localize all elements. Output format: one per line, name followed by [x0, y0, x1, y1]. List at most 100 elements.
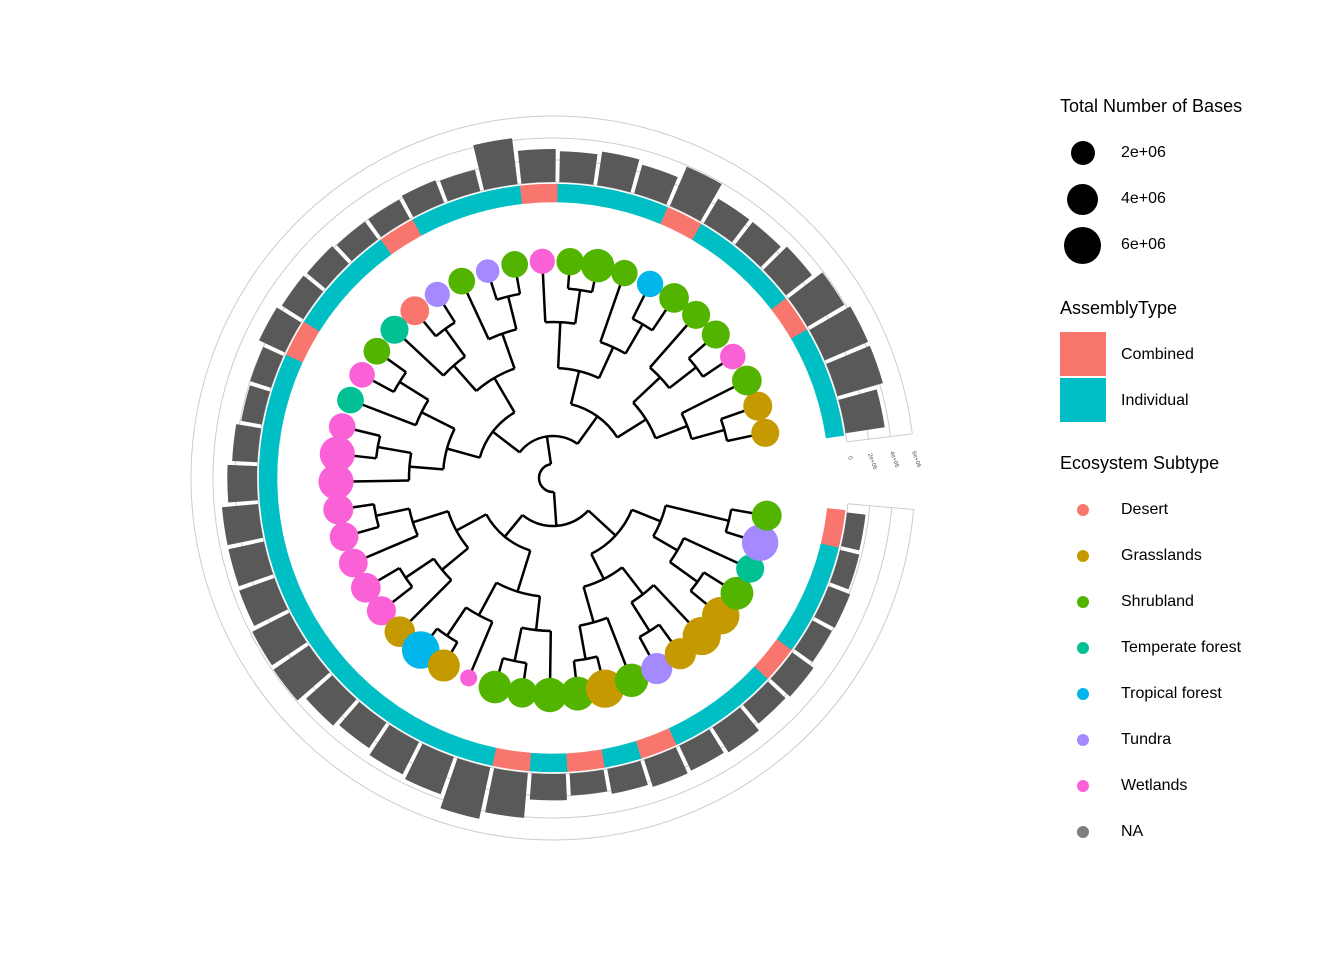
ecosystem-legend-item: NA	[1060, 809, 1300, 855]
assembly-ring-cell	[358, 685, 400, 723]
branch-edge	[444, 328, 467, 358]
ecosystem-key-label: NA	[1121, 823, 1144, 840]
assembly-ring-cell	[482, 185, 523, 211]
tip-point	[329, 522, 359, 552]
branch-edge	[409, 465, 444, 471]
assembly-ring-cell	[790, 329, 824, 371]
tip-points	[318, 247, 782, 713]
size-key-label: 2e+06	[1121, 144, 1166, 161]
size-key-label: 6e+06	[1121, 236, 1166, 253]
bases-bar	[306, 675, 357, 726]
tip-point	[318, 464, 354, 500]
bases-bar	[401, 180, 445, 218]
bases-bar	[404, 743, 454, 795]
branch-edge	[631, 293, 647, 320]
ecosystem-legend-item: Tundra	[1060, 717, 1300, 763]
tip-point	[427, 649, 460, 682]
size-key-label: 4e+06	[1121, 190, 1166, 207]
assembly-key-swatch	[1060, 332, 1106, 376]
assembly-ring-cell	[380, 219, 422, 255]
assembly-ring-cell	[626, 194, 668, 225]
tip-point	[501, 251, 529, 278]
bases-bar	[569, 769, 608, 796]
assembly-legend-item: Individual	[1060, 378, 1300, 424]
branch-edge	[631, 508, 662, 523]
tip-point	[529, 248, 555, 274]
branch-edge	[541, 269, 547, 323]
branch-edge	[630, 601, 651, 632]
assembly-ring-cell	[566, 749, 606, 772]
assembly-ring-cell	[412, 203, 454, 236]
assembly-ring-cell	[592, 186, 633, 213]
bases-bar	[368, 199, 410, 238]
bases-bar	[644, 747, 688, 787]
branch-edge	[470, 621, 494, 672]
branch-edge	[503, 514, 524, 538]
tree-branches	[331, 254, 768, 697]
branch-edge	[578, 625, 587, 660]
assembly-ring-cell	[820, 508, 846, 548]
bases-bar	[809, 306, 869, 361]
tip-point	[641, 652, 673, 685]
bases-bar	[227, 464, 258, 503]
assembly-ring-cell	[668, 711, 711, 746]
tip-point	[751, 418, 780, 447]
branch-edge	[446, 447, 481, 459]
bases-bar	[838, 389, 885, 434]
branch-arc	[518, 434, 579, 454]
tip-point	[478, 670, 512, 704]
assembly-ring-cell	[421, 724, 463, 756]
branch-edge	[402, 579, 453, 630]
assembly-ring-cell	[691, 223, 733, 260]
bases-bar	[273, 645, 330, 701]
assembly-ring-cell	[776, 608, 813, 650]
branch-edge	[352, 428, 381, 438]
branch-edge	[534, 596, 542, 631]
branch-edge	[621, 566, 644, 595]
bar-axis: 0 2e+06 4e+06 6e+06	[846, 451, 922, 472]
branch-edge	[574, 289, 582, 324]
tip-point	[323, 494, 354, 525]
ecosystem-key-dot	[1077, 734, 1089, 746]
bases-bar	[241, 385, 270, 425]
branch-arc	[537, 462, 555, 494]
ecosystem-key-dot	[1077, 780, 1089, 792]
assembly-ring-cell	[635, 728, 678, 759]
branch-edge	[507, 296, 518, 330]
branch-edge	[632, 376, 661, 404]
tip-point	[475, 259, 500, 283]
bases-bar	[440, 758, 491, 819]
bases-bar	[485, 768, 528, 818]
tip-point	[720, 576, 754, 610]
tip-point	[350, 572, 381, 603]
tip-point	[736, 554, 765, 583]
bases-bar	[770, 652, 814, 697]
ecosystem-key-dot	[1077, 826, 1089, 838]
branch-edge	[590, 553, 605, 580]
bases-bar	[228, 541, 274, 587]
bases-bar	[473, 138, 518, 191]
axis-tick-label: 6e+06	[910, 451, 922, 470]
ecosystem-key-label: Wetlands	[1121, 777, 1188, 794]
assembly-ring-cell	[351, 239, 392, 278]
assembly-ring-cell	[303, 290, 341, 332]
branch-edge	[420, 411, 456, 430]
assembly-ring-cell	[699, 690, 741, 728]
tip-point	[400, 296, 430, 326]
branch-edge	[576, 415, 599, 445]
bases-bar	[306, 246, 349, 289]
bases-bar	[517, 149, 556, 184]
ecosystem-legend-title: Ecosystem Subtype	[1060, 453, 1220, 473]
branch-edge	[375, 507, 410, 517]
assembly-ring-cell	[806, 362, 837, 404]
axis-tick-label: 4e+06	[888, 451, 900, 470]
assembly-ring-cell	[272, 354, 303, 396]
branch-edge	[492, 430, 521, 454]
grid-arc	[256, 181, 849, 775]
branch-edge	[556, 322, 562, 369]
size-legend-title: Total Number of Bases	[1060, 96, 1243, 116]
assembly-ring-cell	[290, 601, 325, 644]
assembly-ring-cell	[795, 576, 828, 619]
grid-edge	[847, 503, 914, 511]
axis-tick-label: 2e+06	[866, 453, 878, 472]
